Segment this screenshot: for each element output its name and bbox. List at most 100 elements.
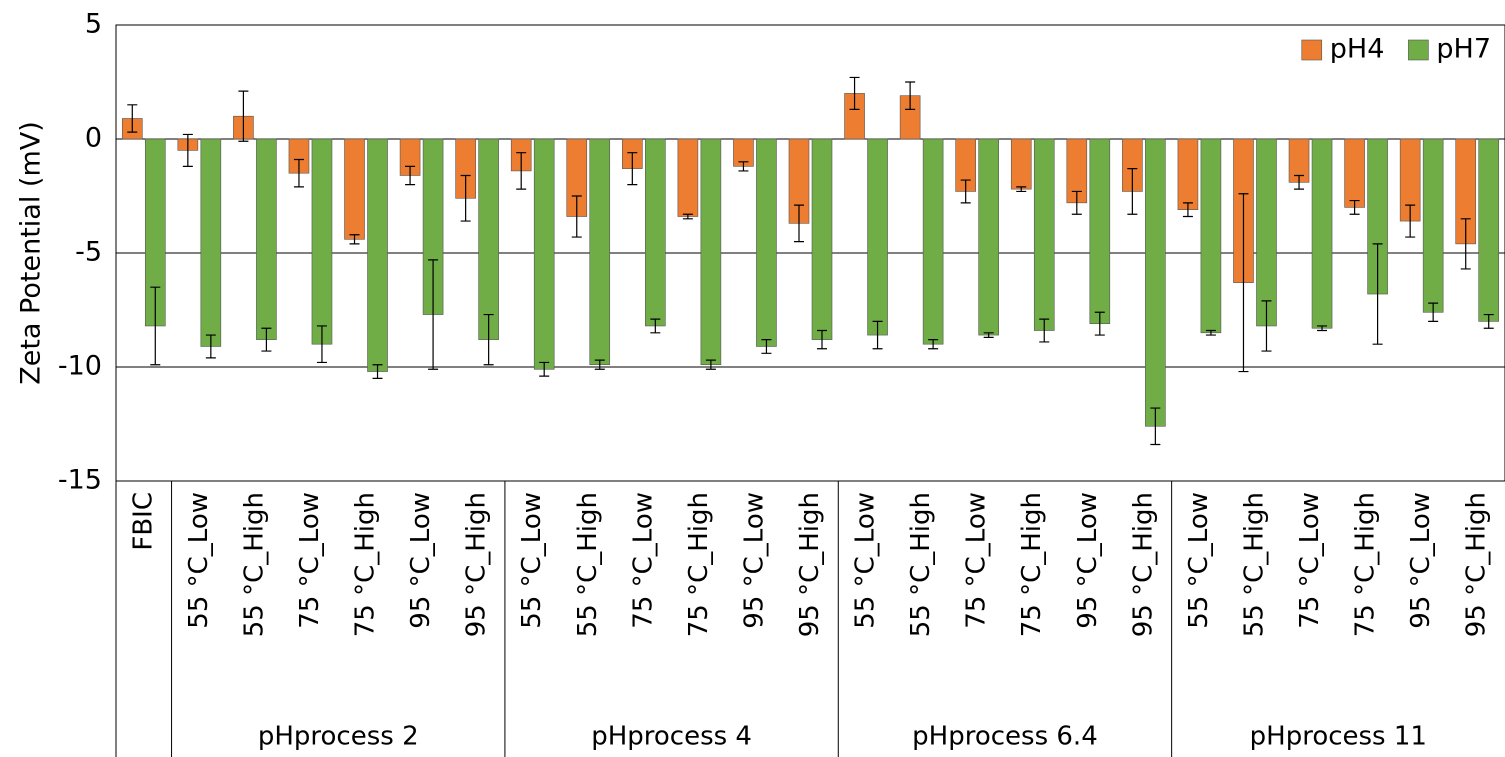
error-bar [460, 174, 471, 222]
error-bar [1039, 318, 1050, 343]
error-bar [1182, 202, 1193, 218]
error-bar [1349, 199, 1360, 215]
error-bar [627, 152, 638, 186]
error-bar [682, 213, 693, 220]
bar [1010, 138, 1032, 190]
error-bar [1428, 302, 1439, 322]
error-bar [516, 152, 527, 190]
error-bar [372, 364, 383, 379]
bar [1089, 138, 1111, 324]
bar [867, 138, 888, 336]
x-tick-label: 55 °C_Low [517, 492, 547, 629]
group-label: pHprocess 11 [1250, 722, 1427, 752]
legend-label: pH7 [1436, 34, 1491, 65]
error-bar [316, 325, 327, 364]
legend-swatch [1408, 39, 1429, 61]
error-bar [539, 361, 550, 377]
bar [1422, 138, 1444, 313]
x-tick-label: 55 °C_Low [1184, 492, 1214, 629]
error-bar [1261, 300, 1272, 352]
error-bar [293, 158, 304, 188]
error-bar [1483, 313, 1494, 329]
bar [1256, 138, 1277, 327]
x-tick-label: 95 °C_High [462, 492, 492, 637]
error-bar [1016, 186, 1027, 193]
error-bar [205, 334, 216, 359]
bar [478, 138, 499, 340]
error-bar [817, 329, 827, 350]
x-tick-label: 75 °C_Low [1295, 492, 1325, 629]
x-tick-label: 95 °C_Low [406, 492, 436, 629]
error-bar [1150, 407, 1161, 446]
x-tick-label: 75 °C_High [351, 492, 381, 637]
x-tick-label: 75 °C_High [684, 492, 714, 637]
x-tick-label: 95 °C_Low [1406, 492, 1436, 629]
error-bar [1127, 168, 1138, 215]
bar [978, 138, 999, 336]
error-bar [238, 90, 249, 142]
x-tick-label: 75 °C_High [1017, 492, 1047, 637]
bar [645, 138, 666, 327]
x-tick-label: 95 °C_High [1462, 492, 1492, 637]
error-bar [182, 133, 193, 167]
x-tick-label: 55 °C_Low [851, 492, 881, 629]
x-tick-label: 95 °C_High [1128, 492, 1158, 637]
error-bar [1317, 325, 1328, 332]
error-bar [1460, 218, 1471, 270]
bar [1200, 138, 1222, 334]
bar [200, 138, 222, 347]
bar [367, 138, 388, 372]
error-bar [738, 161, 749, 172]
error-bar [928, 339, 939, 350]
bar [1145, 138, 1166, 427]
error-bar [127, 104, 138, 133]
error-bar [571, 195, 582, 238]
y-tick-label: -10 [58, 351, 102, 382]
error-bar [761, 339, 772, 354]
y-tick-label: 0 [85, 123, 102, 154]
x-tick-label: 55 °C_High [573, 492, 603, 637]
bar [1177, 138, 1199, 210]
error-bar [960, 179, 971, 204]
error-bar [483, 313, 494, 366]
x-tick-label: 55 °C_High [239, 492, 269, 637]
group-label: pHprocess 6.4 [912, 722, 1098, 752]
error-bar [1238, 193, 1249, 373]
bar [922, 138, 944, 345]
bar [700, 138, 722, 366]
error-bar [1071, 190, 1082, 215]
group-label: pHprocess 2 [258, 722, 419, 752]
x-tick-label: 55 °C_High [906, 492, 936, 637]
bar [1033, 138, 1055, 331]
x-tick-label: 95 °C_High [795, 492, 825, 637]
error-bar [261, 327, 272, 352]
error-bar [650, 318, 661, 334]
y-tick-label: -5 [75, 237, 102, 268]
error-bar [1094, 311, 1105, 336]
bar [589, 138, 611, 366]
error-bar [705, 359, 716, 370]
x-tick-label: 95 °C_Low [1073, 492, 1103, 629]
bar [1344, 138, 1365, 208]
x-tick-label: FBIC [128, 492, 158, 551]
y-axis-label: Zeta Potential (mV) [16, 121, 47, 385]
legend-swatch [1301, 39, 1323, 61]
error-bar [905, 81, 916, 110]
error-bar [349, 234, 360, 245]
error-bar [428, 259, 439, 370]
bar [344, 138, 365, 240]
legend-label: pH4 [1330, 34, 1385, 65]
bar [311, 138, 333, 345]
x-tick-label: 75 °C_Low [295, 492, 325, 629]
x-tick-label: 55 °C_Low [184, 492, 214, 629]
y-tick-label: 5 [85, 9, 102, 40]
x-tick-label: 75 °C_Low [962, 492, 992, 629]
error-bar [849, 76, 860, 110]
error-bar [1372, 243, 1383, 345]
bar [677, 138, 699, 217]
error-bar [594, 359, 605, 370]
error-bar [405, 165, 416, 186]
bar [533, 138, 555, 370]
bar [1311, 138, 1333, 329]
